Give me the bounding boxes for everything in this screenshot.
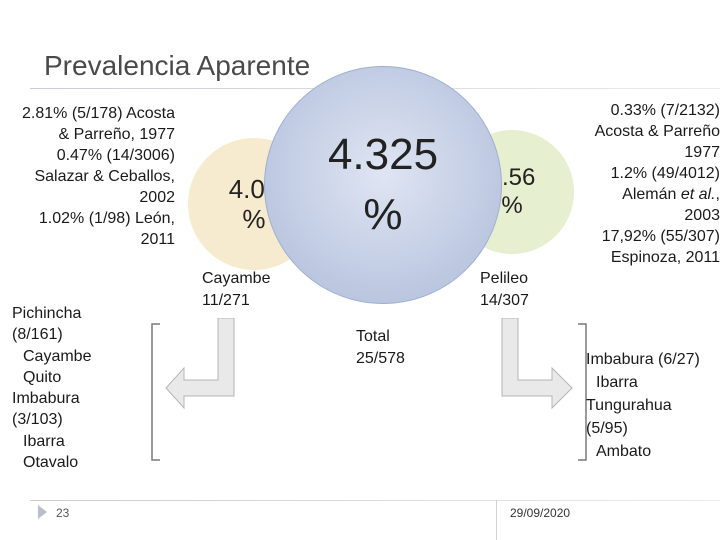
location-name: Cayambe <box>202 270 271 287</box>
left-bent-arrow <box>151 318 235 461</box>
province-line: Ambato <box>596 443 652 460</box>
comma-text: , <box>715 186 720 203</box>
province-line: Tungurahua <box>586 397 672 414</box>
total-ratio: 25/578 <box>356 350 405 367</box>
province-line: Pichincha <box>12 305 82 322</box>
reference-line: 0.33% (7/2132) <box>610 102 720 119</box>
provinces-left: Pichincha (8/161) Cayambe Quito Imbabura… <box>12 303 132 473</box>
province-line: Cayambe <box>23 347 92 365</box>
location-ratio: 11/271 <box>202 292 250 309</box>
right-bracket <box>578 323 587 461</box>
total-name: Total <box>356 328 390 345</box>
province-line: Otavalo <box>23 454 79 472</box>
province-line: Imbabura <box>12 390 80 408</box>
pelileo-label: Pelileo 14/307 <box>480 268 529 312</box>
circle-unit: % <box>501 192 523 219</box>
reference-line: 2003 <box>684 207 720 224</box>
province-line: (3/103) <box>12 411 63 429</box>
slide-marker-icon <box>38 505 47 519</box>
circle-value: 4.325 <box>327 130 439 179</box>
circle-unit: % <box>242 204 266 234</box>
province-line: (5/95) <box>586 420 628 437</box>
footer-divider <box>30 500 720 501</box>
province-line: Ibarra <box>596 374 638 391</box>
total-prevalence-circle: 4.325% <box>264 66 502 304</box>
circle-unit: % <box>363 190 403 239</box>
reference-line: Acosta & Parreño <box>594 123 720 140</box>
reference-line: 1977 <box>684 144 720 161</box>
provinces-right: Imbabura (6/27) Ibarra Tungurahua (5/95)… <box>586 348 720 463</box>
reference-item: 0.47% (14/3006) Salazar & Ceballos, 2002 <box>34 147 175 206</box>
footer-separator <box>496 500 497 540</box>
reference-item: 1.02% (1/98) León, 2011 <box>38 210 175 248</box>
reference-line: 1.2% (49/4012) <box>610 165 720 182</box>
bent-arrow-shape <box>165 318 235 410</box>
province-line: Ibarra <box>23 432 65 450</box>
cayambe-label: Cayambe 11/271 <box>202 268 270 312</box>
reference-line: Alemán et al., <box>574 184 720 205</box>
left-bracket <box>151 323 160 461</box>
province-line: Imbabura (6/27) <box>586 351 700 368</box>
reference-item: 2.81% (5/178) Acosta & Parreño, 1977 <box>22 105 175 143</box>
slide-date: 29/09/2020 <box>510 506 571 520</box>
bent-arrow-shape <box>501 318 573 410</box>
total-label: Total 25/578 <box>356 326 405 370</box>
reference-line: 17,92% (55/307) <box>601 228 720 245</box>
province-line: Quito <box>23 368 62 386</box>
references-left: 2.81% (5/178) Acosta & Parreño, 1977 0.4… <box>8 103 175 250</box>
right-bent-arrow <box>501 318 587 461</box>
references-right: 0.33% (7/2132) Acosta & Parreño 1977 1.2… <box>574 100 720 268</box>
province-line: (8/161) <box>12 326 63 344</box>
slide-title: Prevalencia Aparente <box>44 50 311 81</box>
location-ratio: 14/307 <box>480 292 529 309</box>
et-al-text: et al. <box>680 186 716 203</box>
author-name: Alemán <box>622 186 681 203</box>
slide-number: 23 <box>56 506 70 520</box>
location-name: Pelileo <box>480 270 529 287</box>
reference-line: Espinoza, 2011 <box>610 249 720 266</box>
